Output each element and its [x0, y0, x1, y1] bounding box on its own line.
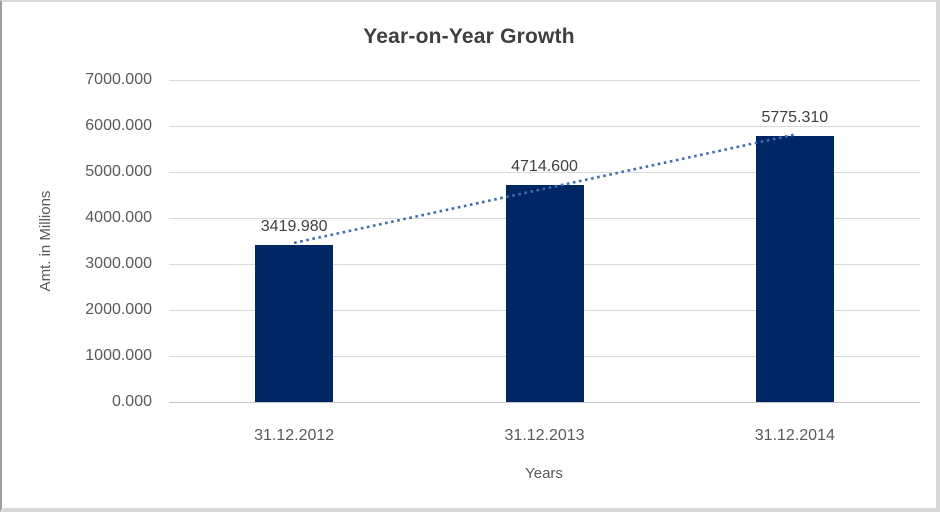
x-axis-title: Years	[525, 465, 563, 482]
data-label: 3419.980	[260, 217, 328, 235]
y-tick-label: 7000.000	[85, 71, 152, 88]
y-tick-label: 6000.000	[85, 117, 152, 134]
x-category-label: 31.12.2013	[504, 427, 585, 444]
data-label: 5775.310	[761, 109, 829, 127]
x-category-label: 31.12.2014	[754, 427, 835, 444]
gridline	[169, 80, 920, 81]
bar-31.12.2014	[755, 136, 834, 402]
y-tick-label: 0.000	[111, 393, 152, 410]
chart-title: Year-on-Year Growth	[363, 25, 575, 48]
y-tick-label: 2000.000	[85, 301, 152, 318]
x-axis-line	[169, 402, 920, 403]
bar-31.12.2013	[505, 185, 584, 402]
y-tick-label: 1000.000	[85, 347, 152, 364]
bar-31.12.2012	[255, 244, 334, 402]
gridline	[169, 126, 920, 127]
y-tick-label: 5000.000	[85, 163, 152, 180]
x-category-label: 31.12.2012	[254, 427, 335, 444]
y-tick-label: 4000.000	[85, 209, 152, 226]
data-label: 4714.600	[511, 158, 578, 176]
y-tick-label: 3000.000	[85, 255, 152, 272]
